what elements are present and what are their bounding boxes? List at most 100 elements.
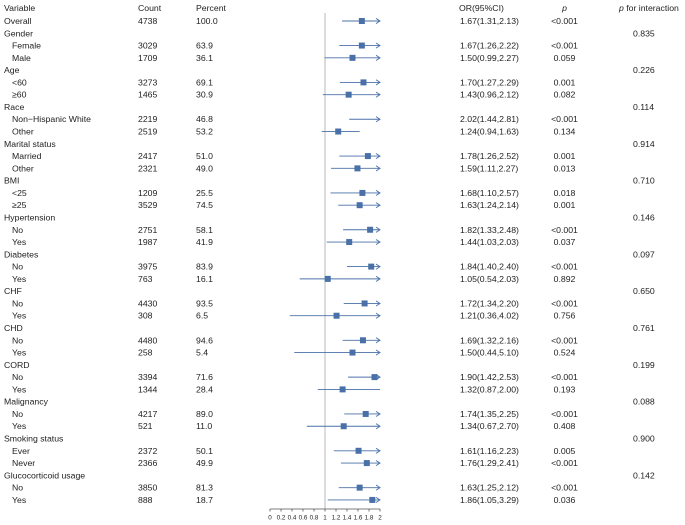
subgroup-row: Male 1709 36.1 1.50(0.99,2.27) 0.059 (12, 53, 576, 63)
column-headers: Variable Count Percent OR(95%CI) p p for inter… (4, 3, 679, 13)
row-label: No (12, 225, 23, 235)
row-count: 3273 (138, 77, 157, 87)
row-label: Overall (4, 16, 32, 26)
row-percent: 89.0 (196, 409, 213, 419)
row-p-value: 0.134 (554, 127, 576, 137)
ci-arrow-right (375, 312, 381, 319)
row-or-ci: 1.63(1.24,2.14) (460, 200, 519, 210)
or-marker (340, 423, 347, 430)
row-count: 4480 (138, 335, 157, 345)
or-marker (367, 226, 374, 233)
row-p-interaction: 0.761 (633, 323, 655, 333)
row-p-value: <0.001 (551, 409, 578, 419)
ci-arrow-right (375, 202, 381, 209)
row-p-value: 0.408 (554, 421, 576, 431)
row-or-ci: 1.70(1.27,2.29) (460, 77, 519, 87)
ci-arrow-right (375, 263, 381, 270)
row-label: Diabetes (4, 249, 39, 259)
header-p-interaction-p: p (618, 3, 624, 13)
subgroup-row: ≥60 1465 30.9 1.43(0.96,2.12) 0.082 (12, 90, 576, 100)
or-marker (345, 91, 352, 98)
row-count: 888 (138, 495, 153, 505)
header-variable: Variable (4, 3, 35, 13)
row-label: Ever (12, 446, 30, 456)
group-header-row: Malignancy 0.088 (4, 397, 655, 407)
row-p-interaction: 0.114 (633, 102, 654, 112)
row-label: Race (4, 102, 24, 112)
group-header-row: Smoking status 0.900 (4, 434, 655, 444)
row-label: CORD (4, 360, 30, 370)
row-percent: 16.1 (196, 274, 213, 284)
row-count: 2751 (138, 225, 157, 235)
header-percent: Percent (196, 3, 227, 13)
row-or-ci: 1.68(1.10,2.57) (460, 188, 519, 198)
subgroup-row: Other 2321 49.0 1.59(1.11,2.27) 0.013 (12, 163, 576, 173)
row-percent: 49.9 (196, 458, 213, 468)
ci-arrow-right (375, 423, 381, 430)
group-header-row: Diabetes 0.097 (4, 249, 655, 259)
row-count: 3394 (138, 372, 157, 382)
row-or-ci: 1.69(1.32,2.16) (460, 335, 519, 345)
row-count: 2321 (138, 163, 157, 173)
row-label: Malignancy (4, 397, 49, 407)
x-tick-label: 1.2 (332, 515, 341, 522)
row-count: 2372 (138, 446, 157, 456)
ci-arrow-right (375, 79, 381, 86)
subgroup-row: Non−Hispanic White 2219 46.8 2.02(1.44,2.81… (12, 114, 578, 124)
subgroup-row: No 4430 93.5 1.72(1.34,2.20) <0.001 (12, 298, 578, 308)
subgroup-row: No 4480 94.6 1.69(1.32,2.16) <0.001 (12, 335, 578, 345)
row-label: Other (12, 127, 34, 137)
group-header-row: BMI 0.710 (4, 176, 655, 186)
row-count: 4738 (138, 16, 157, 26)
group-header-row: Age 0.226 (4, 65, 655, 75)
ci-arrow-right (375, 484, 381, 491)
header-p-interaction: p for interaction (618, 3, 679, 13)
ci-arrow-right (375, 116, 381, 123)
row-label: No (12, 372, 23, 382)
subgroup-row: No 3850 81.3 1.63(1.25,2.12) <0.001 (12, 483, 578, 493)
or-marker (355, 447, 362, 454)
x-tick-label: 1.8 (365, 515, 374, 522)
row-percent: 69.1 (196, 77, 213, 87)
header-p-value: p (561, 3, 567, 13)
or-marker (361, 300, 368, 307)
x-tick-label: 0.8 (310, 515, 319, 522)
or-marker (356, 202, 363, 209)
or-marker (358, 42, 365, 49)
row-p-interaction: 0.650 (633, 286, 655, 296)
row-p-interaction: 0.146 (633, 212, 655, 222)
row-p-value: 0.013 (554, 163, 576, 173)
row-count: 521 (138, 421, 153, 431)
row-or-ci: 1.50(0.99,2.27) (460, 53, 519, 63)
ci-arrow-right (375, 337, 381, 344)
ci-arrow-right (375, 460, 381, 467)
row-or-ci: 1.76(1.29,2.41) (460, 458, 519, 468)
row-count: 1709 (138, 53, 157, 63)
header-p-interaction-rest: for interaction (626, 3, 679, 13)
ci-arrow-right (375, 42, 381, 49)
row-percent: 94.6 (196, 335, 213, 345)
row-count: 763 (138, 274, 153, 284)
row-p-interaction: 0.835 (633, 28, 655, 38)
row-p-interaction: 0.142 (633, 470, 655, 480)
or-marker (356, 484, 363, 491)
ci-arrow-right (375, 226, 381, 233)
row-count: 3529 (138, 200, 157, 210)
or-marker (346, 239, 353, 246)
ci-arrow-right (375, 496, 381, 503)
row-count: 4217 (138, 409, 157, 419)
row-p-interaction: 0.088 (633, 397, 655, 407)
subgroup-row: No 2751 58.1 1.82(1.33,2.48) <0.001 (12, 225, 578, 235)
row-label: Smoking status (4, 434, 64, 444)
row-p-value: <0.001 (551, 262, 578, 272)
or-marker (349, 349, 356, 356)
row-percent: 83.9 (196, 262, 213, 272)
row-p-value: <0.001 (551, 335, 578, 345)
row-or-ci: 2.02(1.44,2.81) (460, 114, 519, 124)
row-percent: 63.9 (196, 41, 213, 51)
row-label: Hypertension (4, 212, 55, 222)
row-p-value: <0.001 (551, 372, 578, 382)
row-p-value: <0.001 (551, 225, 578, 235)
or-marker (362, 410, 369, 417)
row-label: Yes (12, 274, 27, 284)
